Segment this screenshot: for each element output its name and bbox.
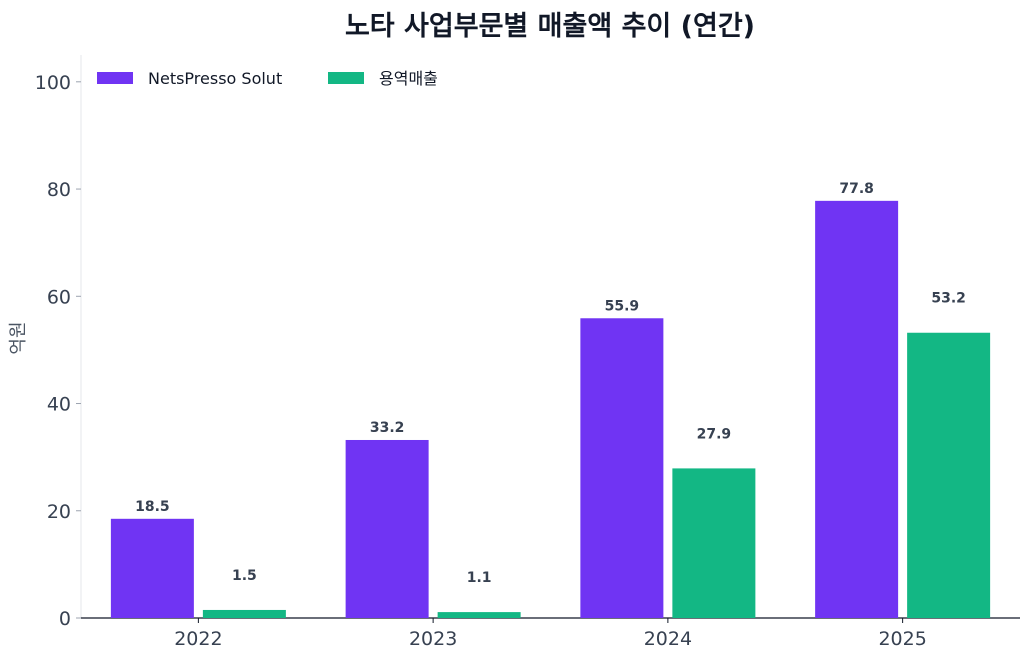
legend-swatch: [97, 72, 133, 84]
y-tick-label: 60: [47, 286, 71, 308]
y-tick-label: 20: [47, 501, 71, 523]
y-tick-label: 80: [47, 179, 71, 201]
data-labels-group: 18.5 1.5 33.2 1.1 55.9 27.9 77.8 53.2: [135, 181, 966, 586]
bar: [437, 612, 521, 618]
data-label: 1.1: [467, 570, 492, 586]
bar: [907, 332, 991, 618]
bar: [580, 318, 664, 618]
x-axis-ticks: 2022 2023 2024 2025: [174, 618, 927, 650]
y-tick-label: 40: [47, 394, 71, 416]
legend-label: NetsPresso Solut: [148, 69, 282, 88]
x-tick-label: 2025: [878, 628, 926, 650]
data-label: 1.5: [232, 568, 257, 584]
data-label: 33.2: [370, 420, 405, 436]
y-axis-ticks: 0 20 40 60 80 100: [35, 72, 81, 630]
data-label: 18.5: [135, 499, 170, 515]
bar: [672, 468, 756, 618]
x-tick-label: 2022: [174, 628, 222, 650]
chart-title: 노타 사업부문별 매출액 추이 (연간): [345, 11, 755, 42]
bar: [345, 439, 429, 618]
legend: NetsPresso Solut 용역매출: [97, 69, 438, 88]
x-tick-label: 2024: [644, 628, 692, 650]
y-tick-label: 100: [35, 72, 71, 94]
legend-label: 용역매출: [379, 69, 438, 88]
data-label: 27.9: [697, 426, 732, 442]
data-label: 77.8: [839, 181, 874, 197]
bar: [110, 518, 194, 618]
legend-swatch: [328, 72, 364, 84]
data-label: 53.2: [931, 291, 966, 307]
bar: [815, 200, 899, 618]
x-tick-label: 2023: [409, 628, 457, 650]
bars-group: [110, 200, 991, 618]
y-axis-label: 억원: [8, 321, 29, 354]
y-tick-label: 0: [59, 608, 71, 630]
bar: [202, 609, 286, 618]
data-label: 55.9: [605, 298, 640, 314]
